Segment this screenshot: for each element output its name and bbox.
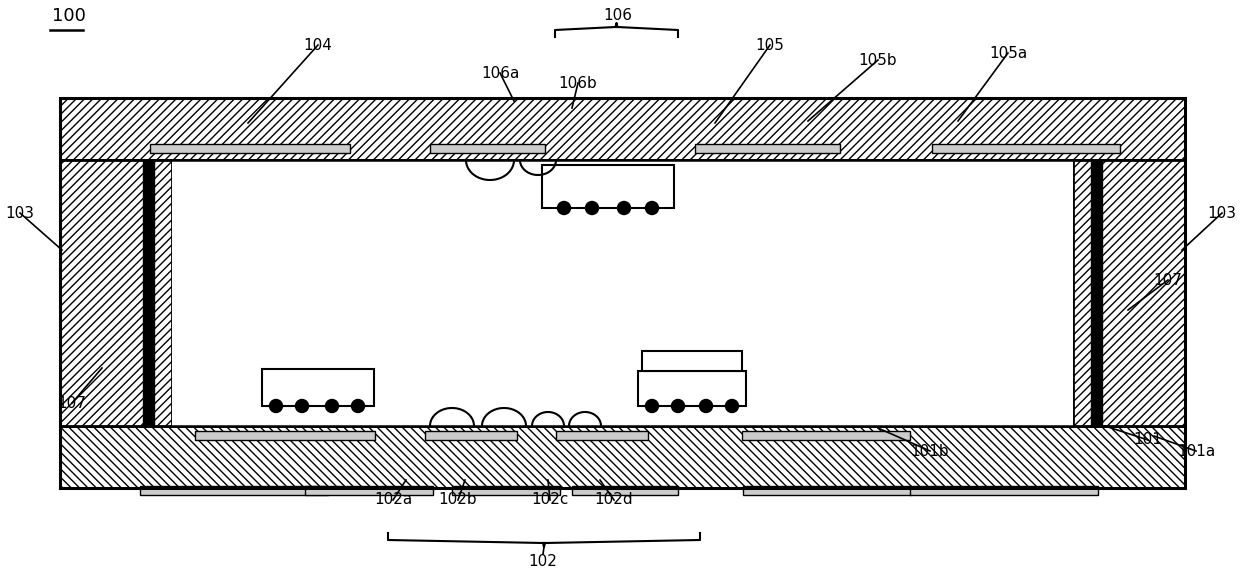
Bar [639,371,746,406]
Bar [60,426,1185,488]
Text: 106: 106 [604,8,632,22]
Circle shape [699,399,713,413]
Text: 105: 105 [755,38,785,52]
Circle shape [646,202,658,215]
Bar [60,98,1185,160]
Bar [60,98,1185,488]
Text: 105a: 105a [988,45,1027,61]
Text: 102a: 102a [374,493,412,507]
Bar [1091,160,1102,426]
Bar [556,431,649,440]
Text: 105b: 105b [858,52,898,68]
Circle shape [269,399,283,413]
Text: 100: 100 [52,7,86,25]
Text: 101: 101 [1133,433,1162,447]
Text: 102b: 102b [439,493,477,507]
Circle shape [351,399,365,413]
Text: 104: 104 [304,38,332,52]
Circle shape [295,399,309,413]
Circle shape [618,202,630,215]
Text: 106b: 106b [559,75,598,91]
Circle shape [646,399,658,413]
Bar [140,486,329,495]
Circle shape [725,399,739,413]
Bar [172,160,1073,426]
Bar [742,431,910,440]
Circle shape [585,202,599,215]
Text: 102d: 102d [595,493,634,507]
Bar [642,351,742,371]
Bar [572,486,678,495]
Bar [1073,160,1185,426]
Bar [743,486,911,495]
Bar [1073,160,1185,426]
Circle shape [326,399,339,413]
Circle shape [558,202,570,215]
Text: 102c: 102c [531,493,569,507]
Bar [910,486,1097,495]
Text: 106a: 106a [481,65,520,81]
Bar [932,144,1120,153]
Text: 101b: 101b [910,443,950,459]
Bar [60,160,172,426]
Bar [542,165,675,208]
Text: 103: 103 [5,205,35,220]
Bar [262,369,374,406]
Text: 107: 107 [57,396,87,410]
Text: 107: 107 [1153,272,1183,288]
Bar [453,486,560,495]
Bar [143,160,154,426]
Bar [694,144,839,153]
Bar [60,160,172,426]
Text: 102: 102 [528,553,558,569]
Text: 103: 103 [1208,205,1236,220]
Bar [195,431,374,440]
Circle shape [672,399,684,413]
Bar [425,431,517,440]
Bar [150,144,350,153]
Text: 101a: 101a [1177,443,1215,459]
Bar [305,486,433,495]
Bar [430,144,546,153]
